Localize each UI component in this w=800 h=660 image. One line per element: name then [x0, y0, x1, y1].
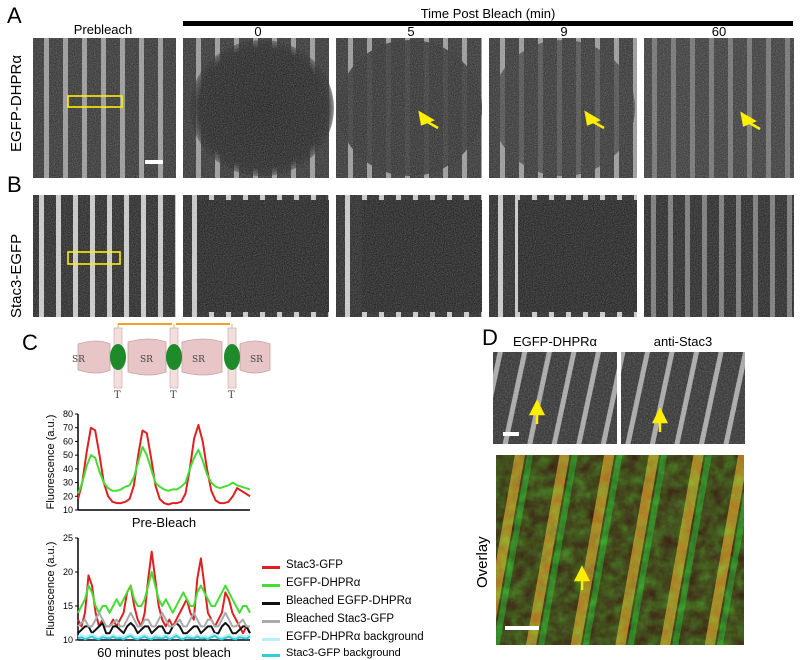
y-tick-label: 50 — [63, 450, 73, 460]
x-axis-label: 60 minutes post bleach — [97, 645, 231, 660]
panel-letter-b: B — [7, 172, 22, 197]
arrow-icon — [740, 111, 761, 131]
panel-d-label-egfp-dhpr: EGFP-DHPRα — [512, 334, 598, 349]
image-a-t9 — [489, 38, 637, 178]
image-d-overlay — [496, 455, 744, 645]
sr-label: SR — [192, 355, 205, 365]
panel-letter-a: A — [7, 3, 22, 28]
prebleach-label: Prebleach — [73, 22, 133, 37]
image-d-egfp-dhpr — [493, 352, 617, 444]
time-post-bleach-header: Time Post Bleach (min) — [420, 6, 556, 21]
image-b-t60 — [644, 195, 794, 317]
timepoint-label-5: 5 — [407, 24, 415, 39]
y-tick-label: 80 — [63, 409, 73, 419]
series-line-stac3-gfp-background — [77, 634, 251, 641]
y-tick-label: 60 — [63, 436, 73, 446]
series-line-bleached-egfp-dhpr- — [77, 622, 251, 635]
legend-item-bleached-stac3-gfp: Bleached Stac3-GFP — [286, 613, 395, 625]
image-b-t5 — [336, 195, 482, 317]
sr-label: SR — [72, 355, 85, 365]
legend-item-stac3-gfp: Stac3-GFP — [286, 559, 343, 571]
scale-bar — [145, 160, 163, 164]
y-axis-label: Fluorescence (a.u.) — [45, 542, 57, 637]
image-a-t60 — [644, 38, 794, 178]
y-tick-label: 40 — [63, 464, 73, 474]
image-b-t9 — [489, 195, 637, 317]
roi-box — [67, 251, 121, 265]
arrow-icon — [584, 110, 605, 130]
image-b-t0 — [183, 195, 329, 317]
legend-swatch — [262, 566, 280, 569]
t-label: T — [170, 390, 177, 400]
image-a-prebleach — [33, 38, 176, 178]
x-axis-label: Pre-Bleach — [132, 515, 196, 530]
legend-item-egfp-dhpr: EGFP-DHPRα — [286, 577, 361, 589]
y-axis-label: Fluorescence (a.u.) — [45, 415, 57, 510]
arrow-icon — [651, 407, 669, 432]
image-d-anti-stac3 — [621, 352, 745, 444]
sr-label: SR — [140, 355, 153, 365]
y-tick-label: 20 — [63, 567, 73, 577]
legend-item-egfp-dhpr-background: EGFP-DHPRα background — [286, 631, 424, 643]
timepoint-label-9: 9 — [560, 24, 568, 39]
time-header-bar — [183, 21, 793, 26]
series-line-egfp-dhpr- — [77, 445, 251, 494]
t-label: T — [228, 390, 235, 400]
sr-label: SR — [250, 355, 263, 365]
panel-d-label-anti-stac3: anti-Stac3 — [653, 334, 713, 349]
row-a-images — [33, 38, 794, 178]
panel-letter-d: D — [482, 325, 498, 350]
series-line-egfp-dhpr-background — [77, 632, 251, 639]
y-tick-label: 10 — [63, 505, 73, 515]
series-line-bleached-stac3-gfp — [77, 611, 250, 628]
y-tick-label: 10 — [63, 635, 73, 645]
arrow-icon — [528, 399, 546, 424]
image-a-t5 — [336, 38, 482, 178]
postbleach-chart: 10 15 20 25 Fluorescence (a.u.) 60 minutes po… — [45, 533, 251, 660]
y-tick-label: 30 — [63, 478, 73, 488]
arrow-icon — [573, 565, 591, 590]
prebleach-chart: 10 20 30 40 50 60 70 80 Fluorescence (a.u.) Pre-B… — [45, 409, 251, 530]
legend-item-stac3-gfp-background: Stac3-GFP background — [286, 647, 401, 659]
y-tick-label: 20 — [63, 491, 73, 501]
legend-swatch — [262, 584, 280, 587]
legend-item-bleached-egfp-dhpr: Bleached EGFP-DHPRα — [286, 595, 412, 607]
y-tick-label: 25 — [63, 533, 73, 543]
timepoint-label-60: 60 — [711, 24, 727, 39]
series-line-egfp-dhpr- — [77, 571, 251, 614]
micrograph-grid — [33, 38, 794, 317]
y-tick-label: 15 — [63, 601, 73, 611]
arrow-icon — [418, 110, 439, 130]
panel-letter-c: C — [22, 330, 38, 355]
legend-swatch — [262, 620, 280, 623]
image-b-prebleach — [33, 195, 176, 317]
legend-swatch — [262, 638, 280, 641]
series-line-stac3-gfp — [77, 424, 251, 506]
image-a-t0 — [183, 38, 334, 178]
timepoint-label-0: 0 — [254, 24, 262, 39]
legend-swatch — [262, 602, 280, 605]
legend-swatch — [262, 654, 280, 657]
roi-box — [67, 95, 123, 108]
t-label: T — [114, 390, 121, 400]
y-tick-label: 70 — [63, 423, 73, 433]
row-b-images — [33, 195, 794, 317]
triad-schematic: SR SR SR SR T T T — [72, 323, 271, 400]
